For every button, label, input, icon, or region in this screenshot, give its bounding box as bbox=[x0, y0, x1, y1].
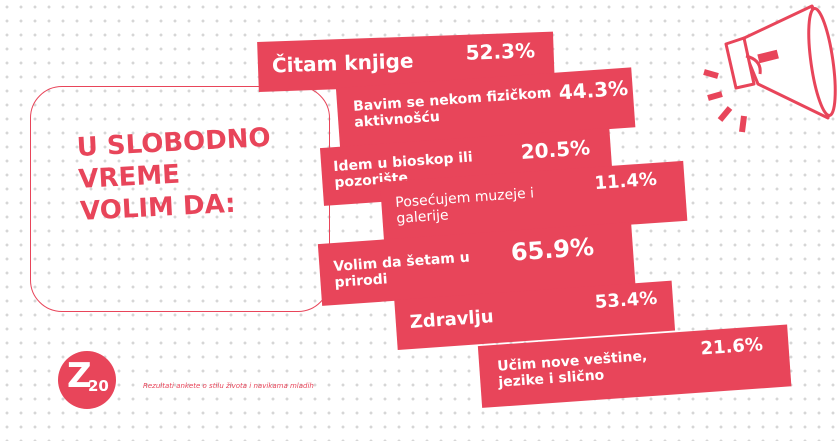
bar-label: Zdravlju bbox=[409, 306, 495, 334]
bar-label: Volim da šetam u prirodi bbox=[332, 249, 471, 291]
bar-value-label: 52.3% bbox=[465, 38, 536, 65]
footnote: Rezultati ankete o stilu života i navika… bbox=[143, 382, 314, 390]
bar-value-label: 21.6% bbox=[699, 334, 764, 360]
megaphone-icon bbox=[703, 4, 837, 133]
bar-label: Posećujem muzeje i galerije bbox=[394, 185, 535, 227]
logo-letter: Z bbox=[67, 356, 92, 396]
page-title: U SLOBODNO VREME VOLIM DA: bbox=[76, 122, 275, 228]
bar-value-label: 44.3% bbox=[557, 75, 629, 105]
bar-label: Učim nove veštine, jezike i slično bbox=[496, 348, 648, 391]
bar-label: Čitam knjige bbox=[271, 48, 414, 78]
logo-number: 20 bbox=[88, 377, 109, 395]
bar-value-label: 11.4% bbox=[593, 168, 658, 195]
bar-value-label: 53.4% bbox=[594, 287, 658, 314]
z20-logo: Z 20 bbox=[58, 351, 116, 409]
bar-value-label: 20.5% bbox=[519, 135, 591, 165]
bar-label: Bavim se nekom fizičkom aktivnošću bbox=[352, 85, 552, 131]
bar-value-label: 65.9% bbox=[509, 232, 595, 267]
